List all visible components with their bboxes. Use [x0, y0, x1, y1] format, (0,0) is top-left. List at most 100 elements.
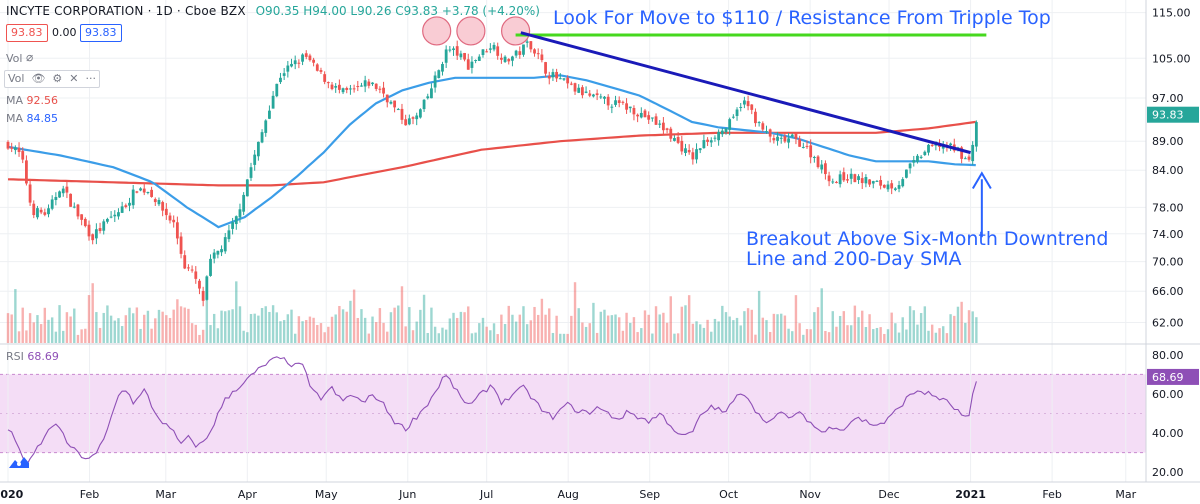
volume-bar: [861, 310, 864, 343]
candle-body: [588, 93, 592, 96]
candle-body: [842, 172, 846, 181]
volume-bar: [50, 317, 54, 343]
ask-price-box[interactable]: 93.83: [80, 24, 122, 42]
candle-body: [812, 156, 816, 158]
volume-bar: [905, 329, 908, 343]
candle-body: [404, 119, 408, 126]
volume-bar: [397, 305, 400, 343]
time-tick-label: 2021: [955, 488, 986, 501]
volume-bar: [260, 308, 264, 343]
volume-bar: [422, 294, 426, 343]
symbol-title[interactable]: INCYTE CORPORATION · 1D · Cboe BZX: [6, 4, 246, 18]
candle-body: [647, 115, 651, 120]
candle-body: [113, 214, 117, 217]
volume-bar: [474, 332, 477, 343]
volume-bar: [537, 314, 540, 343]
candle-body: [304, 53, 308, 57]
volume-legend-controls[interactable]: Vol 👁 ⚙ ✕ ···: [4, 70, 101, 88]
downtrend-line: [520, 31, 971, 155]
candle-body: [544, 62, 547, 74]
volume-bar: [522, 306, 525, 343]
volume-bar: [220, 310, 223, 343]
candle-body: [661, 122, 665, 131]
candle-body: [761, 123, 765, 130]
price-tick-label: 97.00: [1152, 92, 1184, 105]
volume-bar: [647, 314, 650, 343]
candle-body: [444, 49, 448, 63]
eye-icon[interactable]: 👁: [27, 72, 46, 85]
volume-bar: [95, 312, 98, 343]
candle-body: [345, 88, 349, 90]
candle-body: [706, 139, 709, 142]
breakout-arrow-head: [971, 171, 992, 189]
candle-body: [525, 41, 529, 43]
candle-body: [319, 70, 323, 72]
candle-body: [330, 84, 334, 90]
volume-bar: [286, 314, 290, 343]
bid-price-box[interactable]: 93.83: [6, 24, 48, 42]
rsi-legend[interactable]: RSI 68.69: [6, 350, 59, 363]
candle-body: [98, 228, 102, 232]
ma1-legend[interactable]: MA 92.56: [6, 94, 58, 107]
volume-bar: [625, 312, 628, 343]
candle-body: [341, 88, 345, 93]
volume-bar: [802, 334, 805, 343]
volume-bar: [529, 320, 533, 343]
candle-body: [227, 230, 231, 240]
candle-body: [433, 75, 437, 88]
volume-bar: [695, 321, 698, 343]
volume-bar: [669, 296, 672, 343]
candle-body: [268, 110, 271, 119]
time-tick-label: Jul: [479, 488, 493, 501]
volume-bar: [319, 323, 323, 343]
candle-body: [827, 175, 831, 182]
candle-body: [371, 82, 374, 85]
volume-bar: [684, 305, 687, 343]
candle-body: [717, 131, 721, 141]
candle-body: [179, 236, 183, 254]
candle-body: [824, 163, 827, 175]
eye-off-icon[interactable]: ⌀: [26, 50, 34, 64]
candle-body: [50, 199, 54, 209]
volume-bar: [503, 324, 507, 343]
more-icon[interactable]: ···: [82, 72, 97, 85]
close-icon[interactable]: ✕: [65, 72, 79, 85]
candle-body: [441, 64, 444, 72]
candle-body: [249, 167, 253, 178]
volume-bar: [492, 323, 496, 343]
volume-bar: [820, 288, 823, 343]
gear-icon[interactable]: ⚙: [48, 72, 63, 85]
volume-bar: [216, 328, 220, 343]
price-tick-label: 62.00: [1152, 317, 1184, 330]
candle-body: [80, 214, 84, 220]
time-tick-label: Feb: [80, 488, 99, 501]
candle-body: [128, 202, 131, 206]
volume-bar: [643, 310, 647, 343]
price-tick-label: 89.00: [1152, 135, 1184, 148]
candle-body: [967, 156, 971, 160]
volume-bar: [393, 307, 396, 343]
volume-bar: [375, 322, 378, 343]
price-tick-label: 66.00: [1152, 285, 1184, 298]
candle-body: [971, 144, 975, 162]
candle-body: [245, 179, 249, 197]
candle-body: [507, 59, 511, 62]
ma2-legend[interactable]: MA 84.85: [6, 112, 58, 125]
volume-bar: [478, 323, 481, 343]
volume-bar: [54, 331, 58, 343]
tradingview-logo[interactable]: [8, 454, 30, 470]
candle-body: [566, 77, 570, 84]
volume-bar: [739, 325, 742, 343]
candle-body: [271, 95, 275, 109]
volume-bar: [489, 330, 492, 343]
volume-bar: [242, 330, 245, 343]
candle-body: [124, 205, 128, 208]
candle-body: [499, 57, 503, 60]
volume-bar: [890, 312, 893, 343]
volume-bar: [595, 332, 599, 343]
volume-bar: [831, 311, 834, 343]
candle-body: [835, 181, 838, 183]
volume-bar: [327, 326, 330, 343]
volume-bar: [356, 317, 359, 343]
